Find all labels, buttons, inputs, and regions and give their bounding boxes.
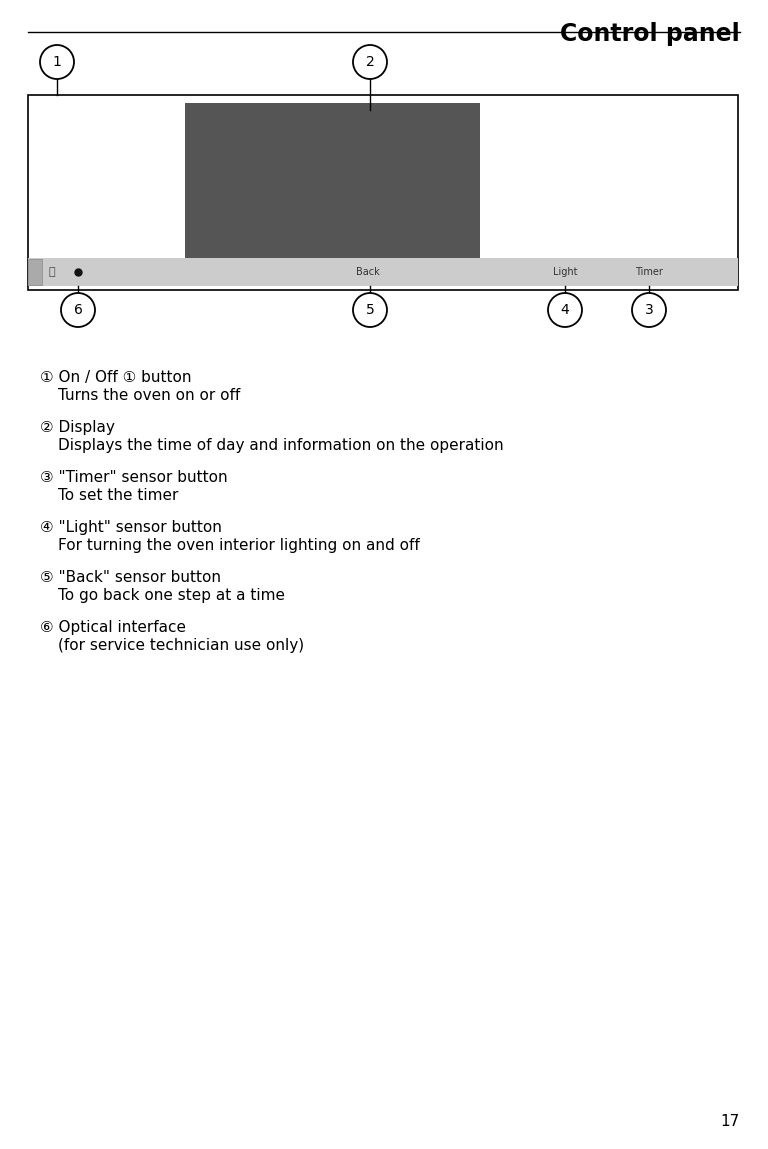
Text: 2: 2 [366, 55, 374, 69]
Text: Light: Light [553, 267, 578, 277]
Bar [28, 259, 42, 285]
Text: To set the timer: To set the timer [58, 488, 178, 503]
Text: ⑥ Optical interface: ⑥ Optical interface [40, 620, 186, 635]
Text: 3: 3 [644, 303, 654, 317]
Circle shape [632, 293, 666, 327]
Text: 6: 6 [74, 303, 82, 317]
Text: 1: 1 [52, 55, 61, 69]
Text: 5: 5 [366, 303, 374, 317]
Text: Control panel: Control panel [560, 22, 740, 46]
Text: ② Display: ② Display [40, 421, 115, 435]
Bar [185, 103, 480, 260]
Text: Back: Back [356, 267, 380, 277]
Circle shape [40, 45, 74, 79]
Text: 17: 17 [720, 1115, 740, 1129]
Circle shape [353, 45, 387, 79]
Circle shape [353, 293, 387, 327]
Text: ⏻: ⏻ [48, 267, 55, 277]
Text: (for service technician use only): (for service technician use only) [58, 638, 304, 653]
Text: Timer: Timer [635, 267, 663, 277]
Text: ③ "Timer" sensor button: ③ "Timer" sensor button [40, 470, 227, 485]
Text: For turning the oven interior lighting on and off: For turning the oven interior lighting o… [58, 538, 420, 553]
Text: 4: 4 [561, 303, 569, 317]
Text: Displays the time of day and information on the operation: Displays the time of day and information… [58, 438, 504, 453]
Text: ⑤ "Back" sensor button: ⑤ "Back" sensor button [40, 570, 221, 585]
Circle shape [61, 293, 95, 327]
Circle shape [548, 293, 582, 327]
Bar [28, 259, 738, 286]
Text: To go back one step at a time: To go back one step at a time [58, 588, 285, 603]
Bar [28, 95, 738, 290]
Text: ④ "Light" sensor button: ④ "Light" sensor button [40, 520, 222, 535]
Text: Turns the oven on or off: Turns the oven on or off [58, 388, 240, 403]
Text: ① On / Off ① button: ① On / Off ① button [40, 370, 191, 385]
